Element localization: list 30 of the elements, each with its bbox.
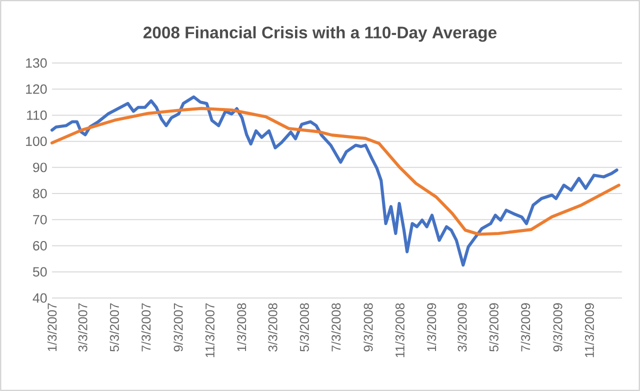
x-tick-label: 7/3/2007 — [141, 303, 151, 352]
y-tick-label: 40 — [32, 293, 47, 303]
y-tick-label: 70 — [33, 214, 47, 224]
x-tick-label: 1/3/2009 — [426, 303, 436, 352]
y-tick-label: 60 — [33, 241, 47, 250]
x-tick-label: 9/3/2009 — [552, 303, 562, 352]
x-tick-label: 7/3/2008 — [331, 303, 341, 352]
chart-title: 2008 Financial Crisis with a 110-Day Average — [143, 26, 496, 42]
x-tick-label: 3/3/2009 — [457, 303, 467, 352]
x-tick-label: 11/3/2009 — [584, 303, 594, 358]
y-tick-label: 100 — [26, 136, 47, 146]
x-tick-label: 9/3/2008 — [363, 303, 373, 352]
x-tick-label: 5/3/2007 — [110, 303, 119, 352]
x-tick-label: 9/3/2007 — [174, 303, 183, 352]
x-tick-label: 1/3/2008 — [236, 303, 246, 352]
x-tick-label: 11/3/2008 — [395, 303, 404, 358]
y-tick-label: 110 — [27, 110, 47, 120]
x-tick-label: 7/3/2009 — [520, 303, 530, 352]
x-tick-label: 5/3/2008 — [300, 303, 309, 352]
y-tick-label: 80 — [33, 188, 47, 198]
x-tick-label: 11/3/2007 — [205, 303, 214, 358]
x-tick-label: 5/3/2009 — [489, 303, 498, 352]
x-tick-label: 1/3/2007 — [47, 303, 57, 352]
line-series — [50, 106, 620, 236]
x-tick-label: 3/3/2008 — [268, 303, 278, 352]
x-tick-label: 3/3/2007 — [78, 303, 88, 352]
y-tick-label: 120 — [26, 84, 47, 94]
y-tick-label: 90 — [33, 162, 47, 172]
y-tick-label: 130 — [26, 58, 47, 68]
y-tick-label: 50 — [33, 267, 47, 277]
